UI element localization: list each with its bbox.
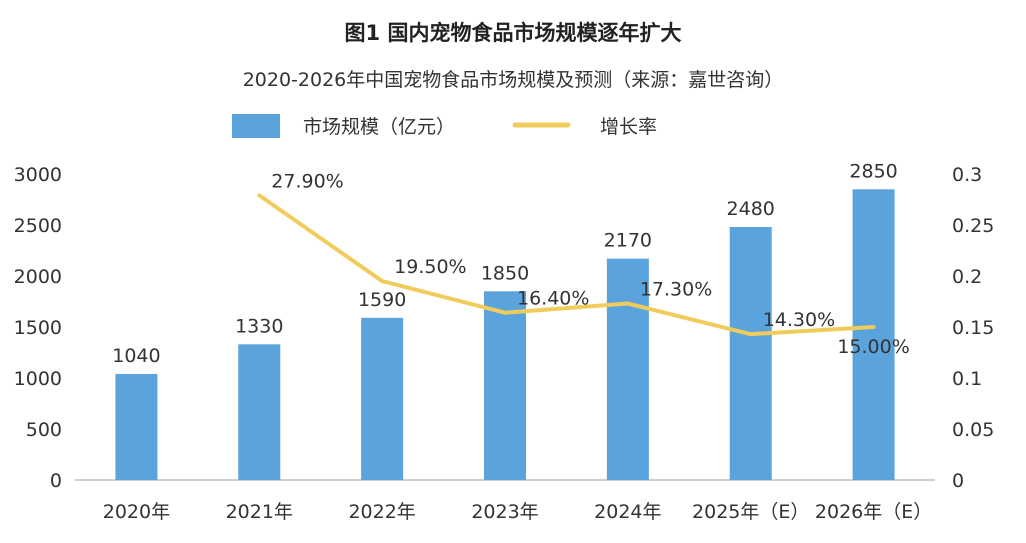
line-point (257, 193, 262, 198)
line-point (625, 301, 630, 306)
y2-tick-label: 0.05 (952, 419, 994, 441)
bar-data-label: 1040 (112, 345, 160, 367)
bar (606, 258, 649, 480)
bar (852, 189, 895, 481)
x-tick-label: 2020年 (103, 501, 170, 523)
growth-rate-line (258, 193, 874, 337)
line-data-label: 27.90% (271, 170, 343, 192)
y2-tick-label: 0.1 (952, 368, 982, 390)
bar (484, 291, 526, 480)
line-point (748, 332, 753, 337)
legend: 市场规模（亿元） 增长率 (232, 114, 657, 138)
y-tick-label: 3000 (14, 164, 62, 186)
line-point (503, 310, 507, 315)
x-tick-label: 2026年（E） (815, 501, 932, 523)
y-tick-label: 1000 (14, 368, 62, 390)
bar-data-label: 1590 (358, 289, 406, 311)
y-tick-label: 1500 (14, 317, 62, 339)
bar (729, 227, 772, 480)
x-tick-label: 2021年 (226, 501, 293, 523)
y-tick-label: 0 (50, 470, 62, 492)
legend-label-line: 增长率 (600, 116, 657, 138)
y-tick-label: 2500 (14, 215, 62, 237)
legend-swatch-bar (232, 114, 280, 138)
bar-data-label: 1330 (235, 315, 283, 337)
bar (238, 344, 281, 480)
bar-data-label: 2480 (727, 198, 775, 220)
x-tick-label: 2023年 (471, 501, 538, 523)
line-data-label: 16.40% (517, 288, 589, 310)
bar-data-label: 2170 (604, 230, 652, 252)
y-tick-label: 500 (26, 419, 62, 441)
bar (115, 373, 158, 480)
line-point (871, 325, 876, 329)
bar-data-label: 2850 (849, 160, 897, 182)
y2-tick-label: 0.3 (952, 164, 982, 186)
chart-title: 图1 国内宠物食品市场规模逐年扩大 (345, 21, 682, 45)
x-tick-label: 2022年 (348, 501, 415, 523)
x-tick-label: 2024年 (594, 501, 661, 523)
line-data-label: 19.50% (394, 256, 466, 278)
line-data-label: 14.30% (763, 309, 835, 331)
y-tick-label: 2000 (14, 266, 62, 288)
legend-label-bar: 市场规模（亿元） (303, 116, 455, 138)
x-tick-label: 2025年（E） (692, 501, 809, 523)
bar-data-label: 1850 (481, 262, 529, 284)
line-data-label: 17.30% (640, 279, 712, 301)
line-data-label: 15.00% (837, 336, 909, 358)
y2-tick-label: 0.15 (952, 317, 994, 339)
y2-tick-label: 0 (952, 470, 964, 492)
chart-subtitle: 2020-2026年中国宠物食品市场规模及预测（来源：嘉世咨询） (243, 69, 784, 91)
y2-tick-label: 0.2 (952, 266, 982, 288)
line-point (380, 279, 385, 284)
y2-tick-label: 0.25 (952, 215, 994, 237)
bar (361, 317, 404, 480)
